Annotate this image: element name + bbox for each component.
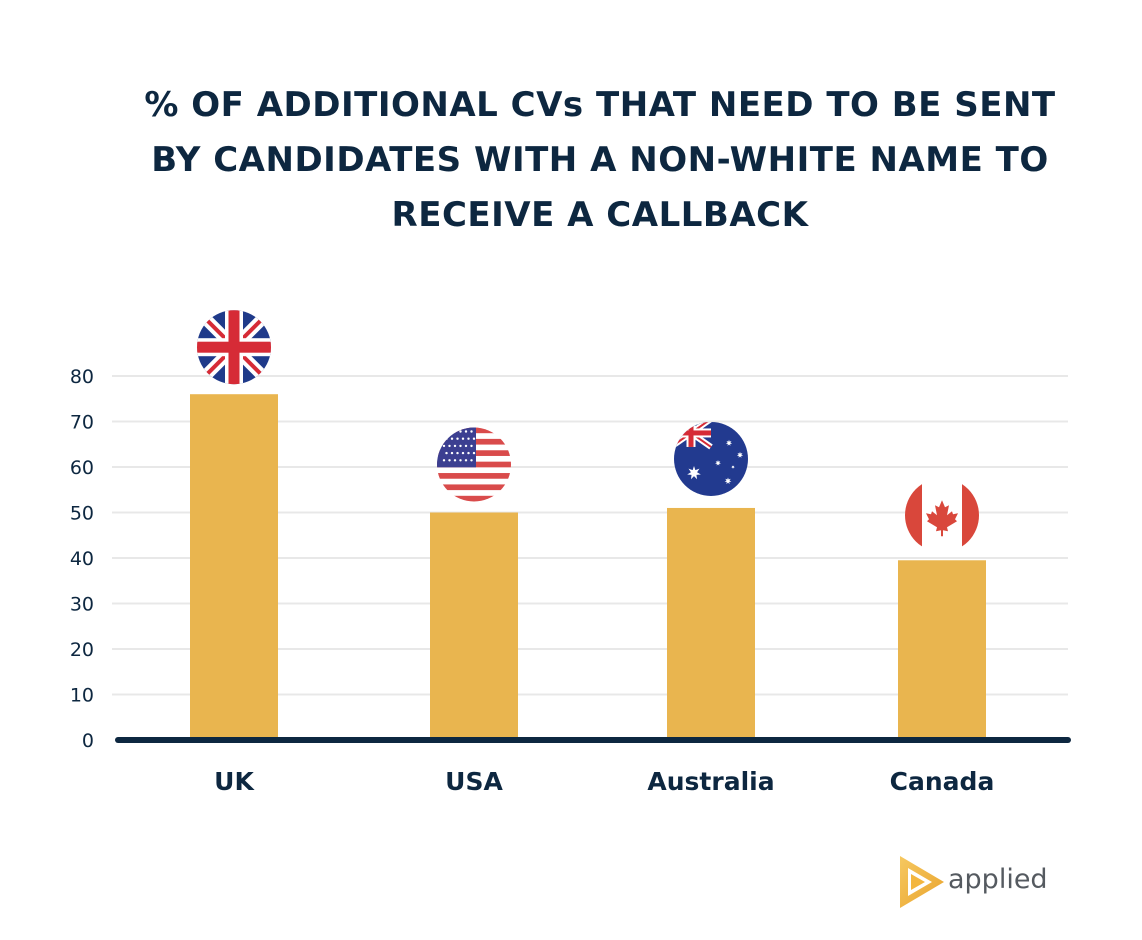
canada-flag-icon [905,478,979,553]
y-tick-label: 30 [70,594,94,616]
y-tick-label: 80 [70,366,94,388]
australia-flag-icon [674,421,748,496]
play-triangle-icon [900,856,944,908]
y-tick-label: 50 [70,503,94,525]
usa-flag-icon [437,427,511,502]
flags [197,310,979,553]
x-tick-label: Canada [890,767,995,796]
y-tick-label: 10 [70,685,94,707]
chart-title: % OF ADDITIONAL CVs THAT NEED TO BE SENT… [100,78,1100,243]
y-tick-label: 70 [70,412,94,434]
bars [190,394,986,740]
x-axis-labels: UK USA Australia Canada [214,767,994,796]
bar-uk [190,394,278,740]
y-tick-label: 20 [70,639,94,661]
x-tick-label: USA [445,767,503,796]
title-line-2: BY CANDIDATES WITH A NON-WHITE NAME TO [151,140,1049,180]
y-tick-label: 40 [70,548,94,570]
bar-australia [667,507,755,740]
bar-usa [430,512,518,740]
y-tick-label: 0 [82,730,94,752]
logo-text: applied [948,864,1048,895]
title-line-1: % OF ADDITIONAL CVs THAT NEED TO BE SENT [144,85,1056,125]
title-line-3: RECEIVE A CALLBACK [391,195,809,235]
x-tick-label: Australia [647,767,774,796]
bar-canada [898,560,986,740]
y-axis-ticks: 0 10 20 30 40 50 60 70 80 [70,366,94,752]
applied-logo: applied [898,852,1048,912]
x-tick-label: UK [214,767,255,796]
y-tick-label: 60 [70,457,94,479]
